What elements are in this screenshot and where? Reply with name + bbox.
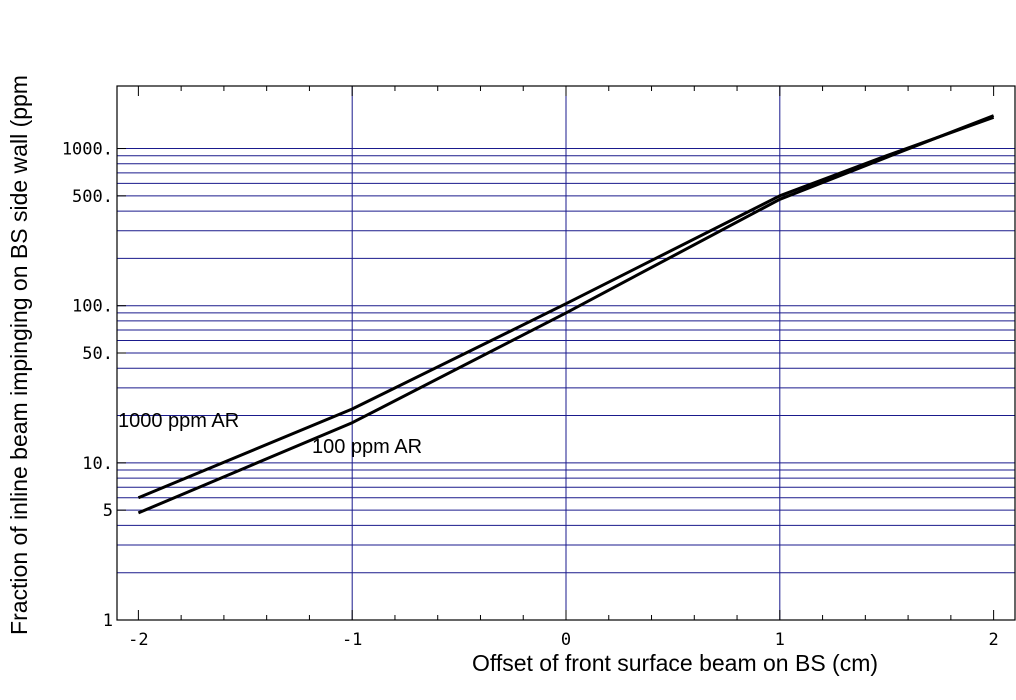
series-layer: [137, 114, 995, 515]
y-axis-title: Fraction of inline beam impinging on BS …: [6, 75, 32, 635]
series-label-100ppm: 100 ppm AR: [312, 436, 422, 458]
y-tick-label: 500.: [72, 187, 113, 207]
y-tick-label: 50.: [82, 344, 113, 364]
x-tick-label: -1: [342, 630, 362, 650]
series-label-1000ppm: 1000 ppm AR: [118, 410, 239, 432]
x-tick-label: 1: [775, 630, 785, 650]
x-tick-label: 2: [988, 630, 998, 650]
x-tick-label: -2: [128, 630, 148, 650]
y-tick-label: 100.: [72, 297, 113, 317]
y-tick-label: 1: [103, 611, 113, 631]
ticks-layer: -2 -1 0 1 2 1 5 10. 50. 100. 500. 1000.: [62, 86, 999, 650]
x-axis-title: Offset of front surface beam on BS (cm): [472, 650, 878, 676]
y-tick-label: 10.: [82, 454, 113, 474]
grid-layer: [117, 86, 1015, 620]
x-tick-label: 0: [561, 630, 571, 650]
y-tick-label: 5: [103, 501, 113, 521]
series-line-100ppm: [137, 114, 995, 515]
y-tick-label: 1000.: [62, 140, 113, 160]
